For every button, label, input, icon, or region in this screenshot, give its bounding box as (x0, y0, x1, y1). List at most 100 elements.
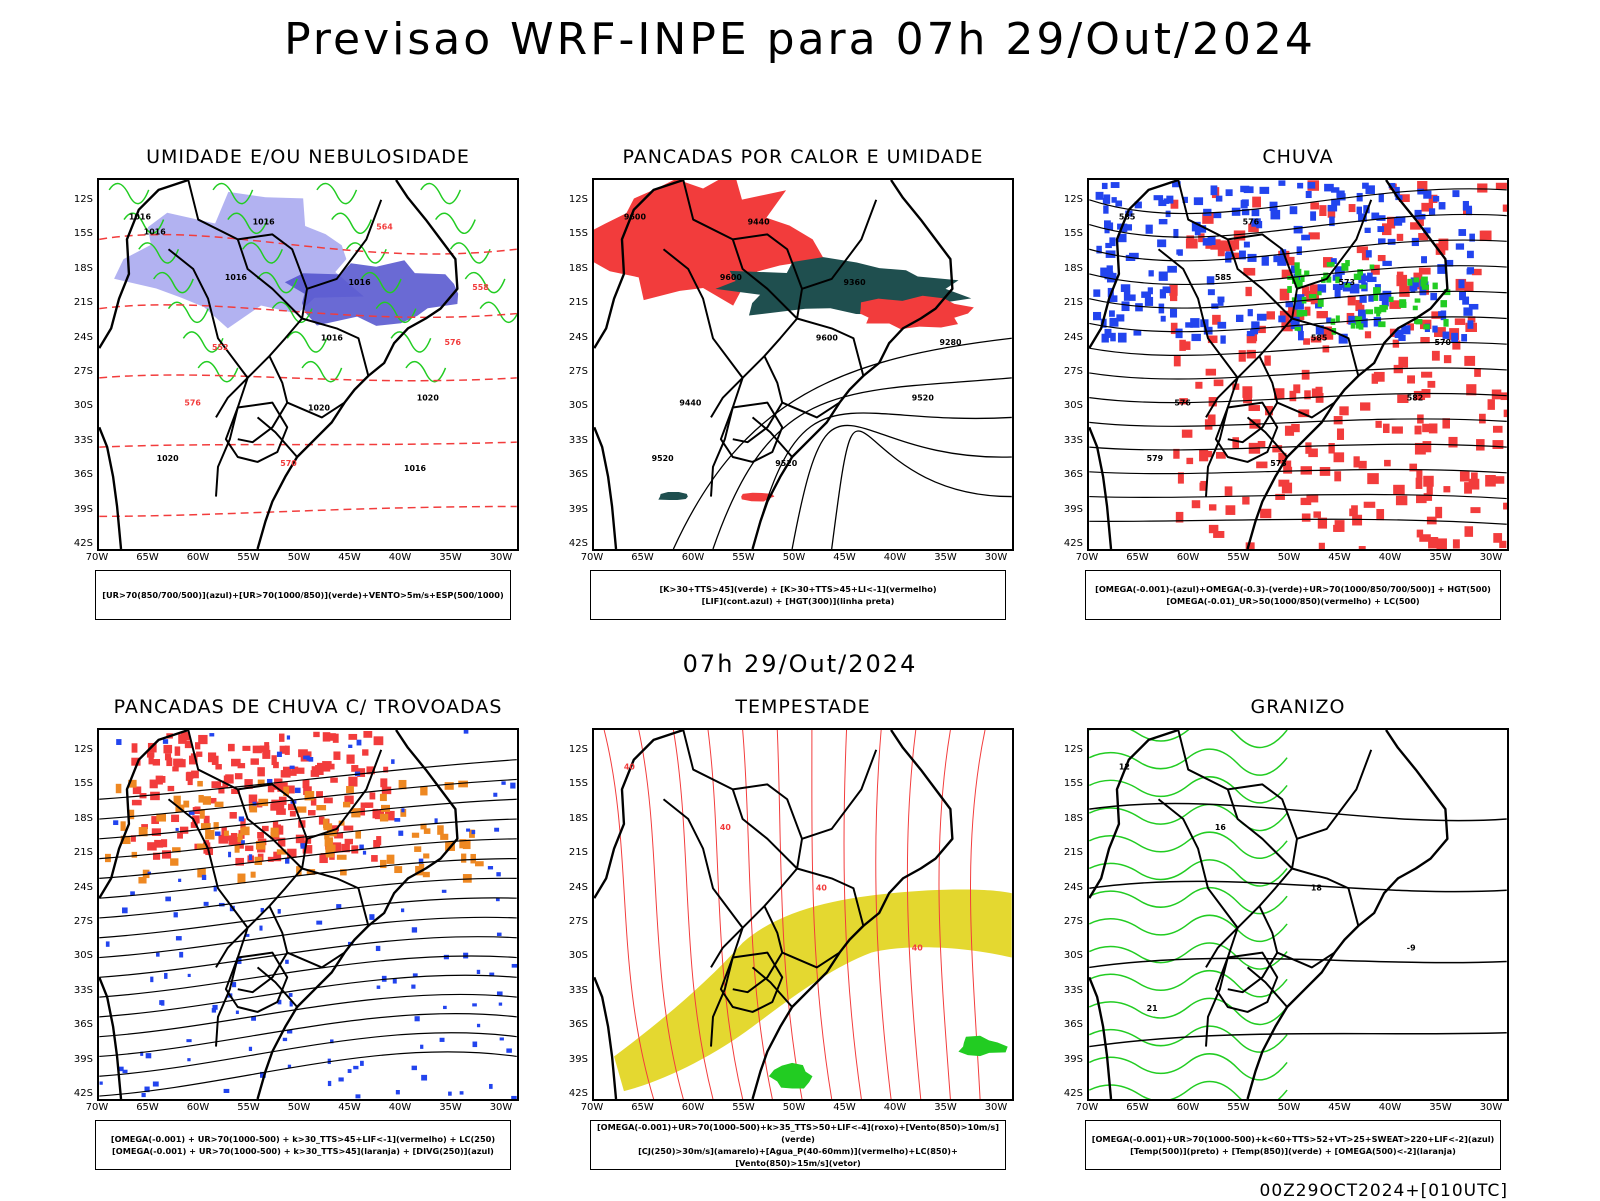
temp850-contour (1089, 1053, 1288, 1081)
longitude-label: 35W (934, 1102, 957, 1113)
latitude-label: 33S (568, 434, 588, 446)
contour-label: 573 (1270, 459, 1287, 468)
streamline (99, 974, 517, 1018)
longitude-label: 50W (287, 552, 311, 563)
heat-area (658, 492, 688, 501)
country-borders (719, 951, 784, 1013)
longitude-label: 50W (1277, 552, 1301, 563)
latitude-label: 12S (568, 194, 588, 205)
longitude-label: 70W (580, 1102, 604, 1113)
weather-map: 1016 1016 1016 1020 1020 1016 1016 576 576 570 564… (97, 178, 519, 551)
longitude-label: 65W (136, 1102, 159, 1113)
longitude-label: 70W (85, 1102, 109, 1113)
streamline (1089, 239, 1507, 262)
latitude-label: 42S (568, 1088, 588, 1099)
streamline (1089, 341, 1507, 356)
contour-label: 16 (1215, 823, 1227, 832)
moisture-contour (360, 271, 402, 294)
latitude-label: 33S (73, 984, 93, 996)
contour-label: 585 (1119, 213, 1136, 222)
weather-map: 12 16 18 -9 21 (1087, 728, 1509, 1101)
contour-label: 40 (816, 883, 828, 892)
panel-title: PANCADAS DE CHUVA C/ TROVOADAS (113, 696, 503, 718)
latitude-label: 24S (73, 331, 93, 343)
map-svg: 12 16 18 -9 21 (1089, 730, 1507, 1099)
longitude-label: 65W (631, 552, 654, 563)
longitude-label: 40W (883, 1102, 907, 1113)
panel-title: PANCADAS POR CALOR E UMIDADE (622, 146, 984, 168)
latitude-label: 30S (568, 400, 588, 412)
longitude-label: 60W (681, 552, 705, 563)
contour-label: 9600 (816, 333, 839, 342)
longitude-label: 35W (934, 552, 957, 563)
longitude-label: 30W (489, 1102, 513, 1113)
longitude-label: 65W (1126, 552, 1149, 563)
storm-area (741, 492, 775, 502)
streamline (99, 955, 517, 998)
longitude-label: 45W (1328, 1102, 1351, 1113)
latitude-label: 21S (73, 297, 93, 309)
coastline (99, 730, 459, 1099)
streamline (1089, 213, 1507, 238)
country-borders (224, 951, 289, 1013)
legend-box: [OMEGA(-0.001)+UR>70(1000-500)+k>35_TTS>… (590, 1120, 1006, 1170)
forecast-time-label: 07h 29/Out/2024 (682, 650, 918, 678)
legend-box: [OMEGA(-0.001) + UR>70(1000-500) + k>30_… (95, 1120, 511, 1170)
streamline (707, 730, 744, 1099)
latitude-label: 30S (73, 400, 93, 412)
latitude-label: 18S (73, 812, 93, 824)
jet-stream-area (614, 889, 1012, 1092)
latitude-label: 18S (1063, 262, 1083, 274)
moisture-contour (375, 301, 417, 323)
storm-area (594, 180, 824, 306)
contour-label: 12 (1119, 763, 1130, 772)
temp850-contour (1089, 887, 1288, 915)
longitude-label: 65W (136, 552, 159, 563)
legend-text: [OMEGA(-0.001)+UR>70(1000-500)+k>35_TTS>… (596, 1122, 1000, 1144)
contour-label: 9360 (844, 278, 867, 287)
moisture-contour (331, 212, 373, 234)
latitude-label: 39S (568, 503, 588, 515)
temp850-contour (1089, 914, 1288, 943)
streamline (638, 730, 684, 1099)
longitude-label: 40W (388, 1102, 412, 1113)
longitude-label: 50W (782, 552, 806, 563)
moisture-contour (449, 242, 491, 264)
contour-label: 18 (1311, 883, 1323, 892)
coastline (594, 180, 954, 549)
moisture-contour (301, 360, 343, 383)
contour-label: 9600 (624, 213, 647, 222)
moisture-contour (197, 360, 239, 383)
streamline (99, 1032, 517, 1077)
longitude-label: 50W (287, 1102, 311, 1113)
legend-box: [K>30+TTS>45](verde) + [K>30+TTS>45+LI<-… (590, 570, 1006, 620)
longitude-label: 55W (237, 552, 260, 563)
longitude-label: 70W (1075, 1102, 1099, 1113)
contour-label: 570 (1435, 338, 1452, 347)
latitude-label: 18S (1063, 812, 1083, 824)
streamline (1089, 290, 1507, 309)
latitude-label: 27S (568, 916, 588, 927)
longitude-label: 60W (186, 552, 210, 563)
latitude-label: 24S (568, 331, 588, 343)
longitude-label: 65W (1126, 1102, 1149, 1113)
temp850-contour (1089, 730, 1288, 749)
contour-label: 1020 (308, 404, 331, 413)
longitude-label: 70W (580, 552, 604, 563)
contour-label: 570 (280, 459, 297, 468)
weather-map (97, 728, 519, 1101)
temp850-contour (1089, 776, 1288, 804)
weather-map: 40 40 40 40 (592, 728, 1014, 1101)
latitude-label: 21S (73, 847, 93, 859)
contour-label: 576 (1174, 399, 1191, 408)
moisture-contour (345, 242, 387, 264)
moisture-contour (123, 212, 165, 234)
temp500-contour (1089, 1031, 1507, 1048)
streamline (875, 730, 892, 1099)
contour-label: 579 (1147, 454, 1164, 463)
longitude-label: 60W (1176, 552, 1200, 563)
longitude-label: 55W (1227, 552, 1250, 563)
longitude-label: 35W (439, 1102, 462, 1113)
latitude-label: 39S (1063, 503, 1083, 515)
temp500-contour (1089, 802, 1507, 822)
